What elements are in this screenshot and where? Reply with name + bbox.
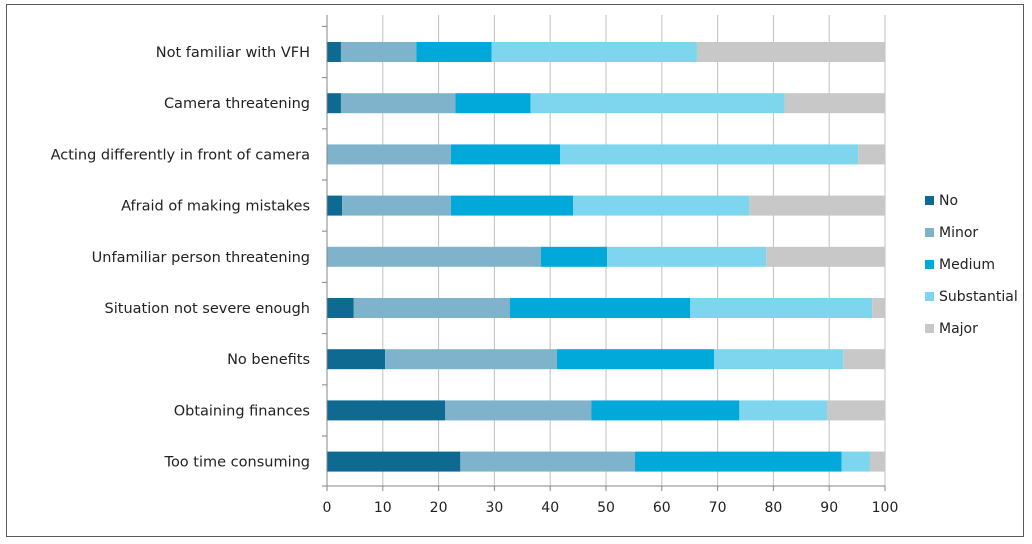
bar-segment-substantial (690, 298, 873, 318)
category-label: No benefits (227, 352, 310, 368)
x-tick-label: 70 (709, 500, 727, 516)
legend-label: Medium (939, 257, 995, 273)
legend-label: Minor (939, 225, 978, 241)
bar-segment-minor (460, 451, 636, 472)
bar-segment-medium (450, 195, 574, 216)
bar-segment-major (858, 144, 885, 165)
legend-label: Major (939, 321, 978, 337)
x-tick-label: 30 (485, 500, 503, 516)
legend-swatch (925, 324, 934, 333)
bar-segment-major (696, 42, 885, 62)
bar-segment-substantial (714, 349, 844, 370)
category-label: Afraid of making mistakes (121, 199, 310, 215)
category-label: Unfamiliar person threatening (92, 250, 310, 266)
category-label: Acting differently in front of camera (51, 147, 310, 163)
bar-segment-medium (416, 42, 492, 62)
legend: No Minor Medium Substantial Major (925, 193, 1018, 337)
bar-segment-no (327, 349, 386, 370)
bar-segment-minor (340, 42, 417, 62)
bar-segment-substantial (560, 144, 859, 165)
bar-segment-substantial (739, 400, 827, 421)
x-tick-label: 20 (430, 500, 448, 516)
bar-segment-medium (510, 298, 691, 318)
category-label: Situation not severe enough (105, 301, 310, 317)
x-tick-label: 50 (597, 500, 615, 516)
x-tick-labels: 0 10 20 30 40 50 60 70 80 90 100 (323, 500, 899, 516)
bars (327, 42, 885, 472)
bar-segment-minor (327, 144, 451, 165)
legend-label: No (939, 193, 958, 209)
legend-swatch (925, 292, 934, 301)
category-label: Not familiar with VFH (156, 45, 310, 61)
bar-segment-major (872, 298, 885, 318)
category-label: Camera threatening (164, 96, 310, 112)
bar-segment-no (327, 400, 446, 421)
axes (322, 15, 886, 491)
category-label: Too time consuming (164, 455, 310, 471)
bar-segment-minor (353, 298, 511, 318)
bar-segment-major (826, 400, 885, 421)
bar-segment-medium (635, 451, 842, 472)
bar-segment-substantial (530, 93, 785, 114)
bar-segment-minor (327, 246, 541, 267)
bar-segment-medium (450, 144, 561, 165)
bar-segment-no (327, 298, 354, 318)
bar-segment-substantial (841, 451, 870, 472)
bar-segment-minor (385, 349, 557, 370)
bar-segment-medium (556, 349, 715, 370)
x-tick-label: 0 (323, 500, 332, 516)
category-label: Obtaining finances (174, 403, 310, 419)
bar-segment-medium (591, 400, 740, 421)
stacked-bar-chart: Not familiar with VFH Camera threatening A… (51, 15, 1018, 516)
bar-segment-minor (340, 93, 456, 114)
x-tick-label: 80 (764, 500, 782, 516)
bar-segment-substantial (607, 246, 767, 267)
bar-segment-substantial (573, 195, 750, 216)
bar-segment-minor (445, 400, 592, 421)
legend-swatch (925, 196, 934, 205)
bar-segment-no (327, 93, 341, 114)
bar-segment-no (327, 42, 341, 62)
x-tick-label: 90 (820, 500, 838, 516)
bar-segment-major (843, 349, 885, 370)
legend-swatch (925, 228, 934, 237)
x-tick-label: 100 (872, 500, 899, 516)
bar-segment-major (749, 195, 885, 216)
legend-swatch (925, 260, 934, 269)
bar-segment-no (327, 451, 461, 472)
category-labels: Not familiar with VFH Camera threatening A… (51, 45, 310, 471)
x-tick-label: 60 (653, 500, 671, 516)
bar-segment-medium (455, 93, 531, 114)
bar-segment-major (869, 451, 885, 472)
bar-segment-major (784, 93, 885, 114)
bar-segment-minor (342, 195, 451, 216)
bar-segment-no (327, 195, 343, 216)
legend-label: Substantial (939, 289, 1018, 305)
x-tick-label: 40 (541, 500, 559, 516)
bar-segment-substantial (491, 42, 697, 62)
x-tick-label: 10 (374, 500, 392, 516)
chart-frame: Not familiar with VFH Camera threatening A… (6, 4, 1024, 537)
bar-segment-major (766, 246, 885, 267)
bar-segment-medium (540, 246, 608, 267)
